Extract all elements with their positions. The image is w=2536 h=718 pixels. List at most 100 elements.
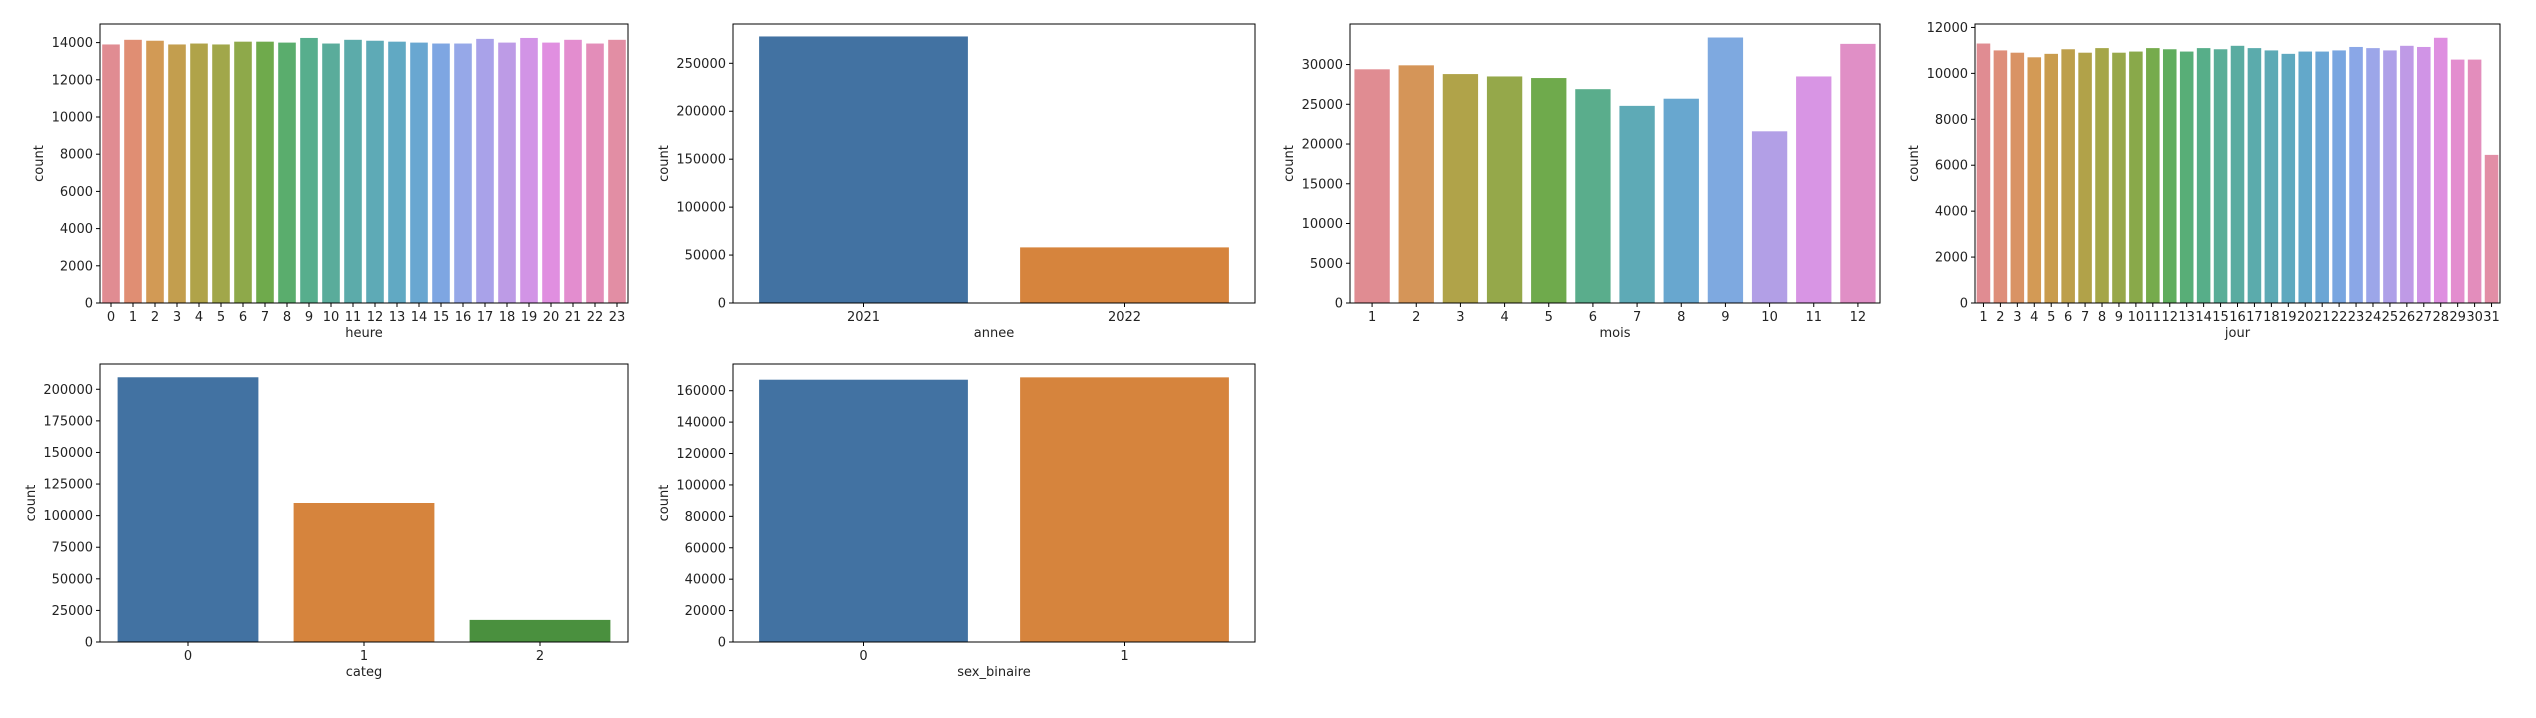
bar-0 <box>117 377 259 642</box>
bar-2 <box>1993 50 2008 303</box>
chart-heure: 0 1 2 3 4 5 6 7 8 9 10 11 12 13 14 15 16 17 18 19 20 21 22 2302… <box>32 23 629 341</box>
bar-2 <box>469 619 611 642</box>
bar-18 <box>2264 50 2279 303</box>
y-tick-label: 200000 <box>43 383 93 398</box>
y-tick-label: 6000 <box>60 185 93 200</box>
bar-7 <box>256 41 274 304</box>
bar-16 <box>2230 45 2245 304</box>
chart-jour: 1 2 3 4 5 6 7 8 9 10 11 12 13 14 15 16 17 18 19 20 21 22 23 24 2… <box>1907 21 2501 341</box>
x-tick-label: 5 <box>1545 310 1553 325</box>
x-tick-label: 11 <box>1805 310 1822 325</box>
bar-9 <box>2112 52 2126 304</box>
bar-11 <box>1796 76 1832 304</box>
bar-0 <box>759 379 968 642</box>
y-axis-label: count <box>1282 145 1297 182</box>
bar-7 <box>1619 105 1655 304</box>
y-axis-label: count <box>32 145 47 182</box>
y-tick-label: 4000 <box>1935 205 1968 220</box>
bar-7 <box>2078 52 2092 304</box>
x-tick-label: 12 <box>1850 310 1867 325</box>
bar-4 <box>190 43 208 303</box>
bar-3 <box>1442 74 1479 303</box>
bar-11 <box>2146 48 2160 303</box>
x-tick-label: 17 <box>2246 310 2263 325</box>
y-axis-label: count <box>24 485 39 522</box>
x-tick-label: 5 <box>217 310 225 325</box>
x-tick-label: 19 <box>521 310 538 325</box>
x-tick-label: 16 <box>455 310 472 325</box>
x-tick-label: 3 <box>2013 310 2021 325</box>
x-tick-label: 23 <box>2348 310 2365 325</box>
bar-4 <box>1486 76 1523 304</box>
x-tick-label: 6 <box>2064 310 2072 325</box>
bar-19 <box>2281 53 2296 303</box>
bar-18 <box>498 42 516 303</box>
y-tick-label: 10000 <box>1302 217 1343 232</box>
x-tick-label: 24 <box>2365 310 2382 325</box>
x-tick-label: 15 <box>2212 310 2229 325</box>
y-tick-label: 250000 <box>676 57 726 72</box>
y-tick-label: 8000 <box>60 148 93 163</box>
bar-2021 <box>759 36 968 304</box>
bar-22 <box>586 43 604 303</box>
chart-mois: 1 2 3 4 5 6 7 8 9 10 11 120500010000150002000025000… <box>1282 23 1881 341</box>
bar-10 <box>322 43 340 303</box>
bar-16 <box>454 43 472 303</box>
bar-8 <box>2095 48 2109 303</box>
bar-11 <box>344 39 362 304</box>
bar-22 <box>2332 50 2346 303</box>
x-tick-label: 8 <box>1677 310 1685 325</box>
x-axis-label: categ <box>346 665 382 680</box>
x-tick-label: 2 <box>536 649 544 664</box>
y-tick-label: 120000 <box>676 447 726 462</box>
y-tick-label: 160000 <box>676 384 726 399</box>
y-tick-label: 10000 <box>52 111 93 126</box>
bar-30 <box>2467 59 2482 304</box>
x-tick-label: 23 <box>609 310 626 325</box>
x-tick-label: 30 <box>2466 310 2483 325</box>
y-axis-label: count <box>1907 145 1922 182</box>
bar-10 <box>2129 51 2143 304</box>
bar-1 <box>1020 377 1229 642</box>
bar-21 <box>564 39 582 304</box>
x-tick-label: 6 <box>239 310 247 325</box>
x-tick-label: 9 <box>1721 310 1729 325</box>
y-tick-label: 175000 <box>43 414 93 429</box>
x-tick-label: 18 <box>499 310 516 325</box>
x-tick-label: 7 <box>2081 310 2089 325</box>
y-tick-label: 0 <box>1960 297 1968 312</box>
x-tick-label: 7 <box>261 310 269 325</box>
bar-20 <box>2298 51 2313 304</box>
x-tick-label: 2 <box>1412 310 1420 325</box>
bar-5 <box>1531 78 1567 303</box>
bar-1 <box>1354 69 1390 303</box>
x-tick-label: 17 <box>477 310 494 325</box>
y-tick-label: 5000 <box>1310 257 1343 272</box>
y-tick-label: 100000 <box>43 509 93 524</box>
y-tick-label: 150000 <box>676 153 726 168</box>
plot-frame <box>732 363 1256 643</box>
x-tick-label: 4 <box>1500 310 1508 325</box>
bar-15 <box>2213 49 2228 304</box>
x-tick-label: 16 <box>2229 310 2246 325</box>
x-tick-label: 3 <box>173 310 181 325</box>
bar-6 <box>2061 49 2075 304</box>
y-tick-label: 8000 <box>1935 113 1968 128</box>
bar-19 <box>520 37 538 303</box>
x-tick-label: 14 <box>2195 310 2212 325</box>
bar-14 <box>410 42 428 303</box>
bar-2022 <box>1020 247 1229 303</box>
y-tick-label: 2000 <box>1935 251 1968 266</box>
x-tick-label: 0 <box>107 310 115 325</box>
bar-1 <box>124 39 142 304</box>
x-tick-label: 22 <box>2331 310 2348 325</box>
y-tick-label: 100000 <box>676 201 726 216</box>
y-tick-label: 0 <box>85 297 93 312</box>
bar-17 <box>2247 48 2262 303</box>
y-tick-label: 60000 <box>685 541 726 556</box>
y-tick-label: 14000 <box>52 36 93 51</box>
y-tick-label: 10000 <box>1927 67 1968 82</box>
bar-2 <box>1398 65 1434 303</box>
x-tick-label: 2 <box>151 310 159 325</box>
